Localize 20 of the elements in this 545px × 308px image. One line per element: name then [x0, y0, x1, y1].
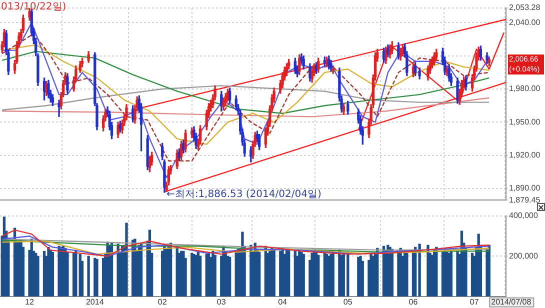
x-tick-label: 02: [158, 297, 168, 306]
annotation: ←최저:1,886.53 (2014/02/04일): [166, 188, 322, 200]
y-tick-label: 1,890.00: [509, 184, 541, 193]
x-tick-label: 04: [278, 297, 288, 306]
y-tick-label: 1,920.00: [509, 150, 541, 160]
y-tick-label: 1,879.45: [509, 195, 541, 204]
y-tick-label: 1,950.00: [509, 117, 541, 126]
x-tick-label: 2014: [86, 297, 104, 306]
y-tick-label: 1,980.00: [509, 84, 541, 94]
y-tick-label: 2,053.28: [509, 3, 541, 12]
x-tick-label: 05: [343, 297, 353, 306]
annotation: 013/10/22일): [1, 2, 66, 13]
x-tick-label: 12: [25, 297, 35, 306]
y-tick-label: 400,000: [509, 211, 538, 220]
text: 2014/07/08: [491, 298, 532, 307]
x-tick-label: 03: [216, 297, 226, 306]
y-tick-label: 200,000: [509, 251, 538, 260]
x-tick-label: 06: [408, 297, 418, 306]
y-tick-label: 2,040.00: [509, 18, 541, 27]
x-tick-label: 07: [470, 297, 480, 306]
